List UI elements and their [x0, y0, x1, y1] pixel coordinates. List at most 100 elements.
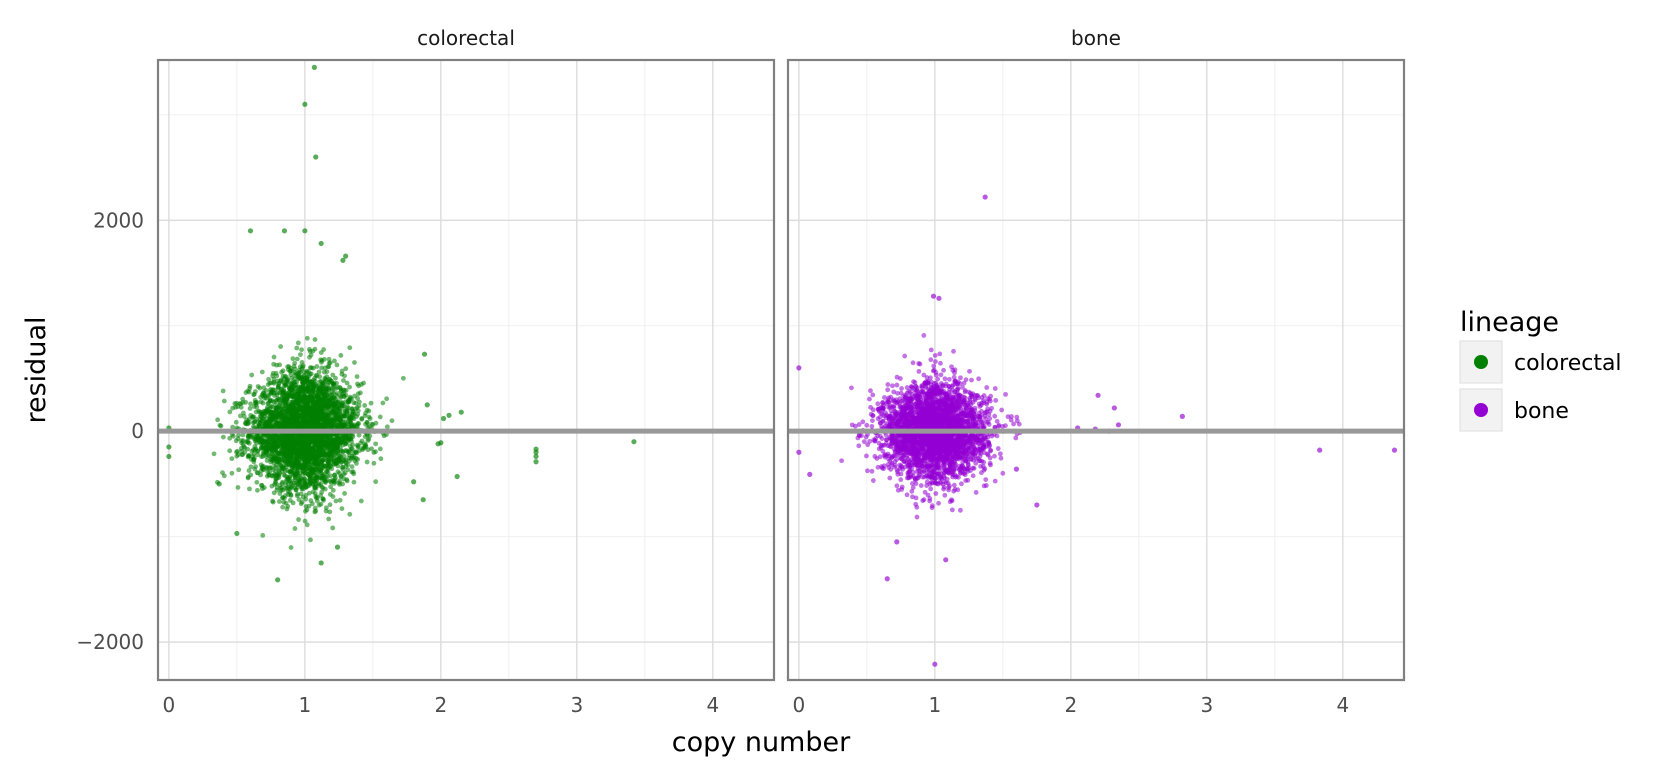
data-point [894, 382, 900, 388]
data-point [233, 419, 239, 425]
data-point [272, 458, 277, 463]
data-point [247, 406, 253, 411]
data-point [279, 369, 284, 375]
data-point [309, 501, 315, 507]
data-point [236, 467, 242, 473]
data-point [322, 486, 328, 492]
data-point [302, 101, 308, 107]
data-point [865, 468, 870, 474]
data-point [358, 382, 364, 387]
data-point [294, 345, 300, 351]
data-point [323, 414, 329, 420]
data-point [421, 351, 428, 357]
data-point [216, 481, 222, 487]
data-point [303, 504, 309, 509]
data-point [272, 413, 278, 419]
data-point [302, 413, 308, 419]
data-point [364, 407, 370, 413]
data-point [259, 445, 265, 451]
data-point [864, 453, 869, 459]
data-point [378, 456, 384, 462]
data-point [311, 433, 316, 439]
data-point [247, 486, 252, 492]
data-point [331, 380, 337, 386]
data-point [340, 448, 346, 454]
data-point [260, 393, 266, 399]
data-point [331, 409, 337, 415]
data-point [292, 526, 298, 531]
data-point [264, 433, 270, 439]
data-point [931, 363, 937, 369]
data-point [255, 384, 261, 389]
data-point [303, 389, 308, 395]
data-point [269, 387, 275, 393]
data-point [280, 504, 286, 510]
data-point [438, 440, 444, 446]
data-point [264, 420, 270, 426]
data-point [284, 378, 290, 384]
data-point [288, 545, 294, 550]
data-point [327, 462, 333, 468]
data-point [313, 409, 319, 414]
data-point [373, 420, 379, 426]
data-point [295, 340, 301, 346]
data-point [330, 487, 336, 493]
data-point [307, 475, 313, 481]
data-point [292, 366, 298, 372]
data-point [339, 506, 345, 511]
data-point [354, 414, 359, 419]
data-point [307, 346, 312, 352]
data-point [271, 361, 277, 367]
data-point [350, 408, 356, 414]
data-point [363, 442, 369, 448]
data-point [336, 458, 342, 463]
data-point [365, 437, 371, 443]
data-point [271, 439, 277, 444]
data-point [298, 369, 303, 375]
data-point [330, 389, 335, 395]
data-point [234, 530, 240, 537]
data-point [211, 451, 217, 457]
data-point [345, 436, 351, 442]
data-point [337, 416, 343, 422]
data-point [330, 478, 335, 483]
data-point [333, 498, 339, 504]
data-point [246, 468, 252, 474]
data-point [221, 398, 227, 404]
panels-layer: colorectal bone [156, 26, 1406, 682]
data-point [887, 475, 893, 481]
data-point [358, 498, 364, 504]
data-point [302, 382, 308, 388]
data-point [341, 378, 346, 383]
data-point [284, 396, 290, 402]
data-point [253, 401, 259, 407]
data-point [296, 384, 302, 390]
data-point [277, 470, 283, 476]
data-point [458, 409, 464, 415]
data-point [230, 405, 236, 411]
data-point [997, 451, 1003, 457]
data-point [307, 354, 312, 360]
data-point [310, 442, 316, 448]
data-point [239, 438, 244, 444]
data-point [166, 453, 172, 460]
data-point [283, 409, 289, 415]
data-point [260, 453, 266, 459]
data-point [327, 502, 333, 508]
data-point [942, 492, 948, 498]
data-point [229, 456, 235, 462]
data-point [243, 390, 249, 395]
data-point [261, 485, 267, 491]
data-point [343, 366, 349, 372]
data-point [285, 503, 291, 509]
data-point [258, 468, 264, 474]
data-point [330, 525, 336, 531]
data-point [316, 455, 322, 461]
data-point [288, 453, 294, 459]
data-point [313, 481, 319, 487]
data-point [334, 362, 340, 368]
data-point [307, 393, 313, 399]
data-point [373, 441, 379, 447]
data-point [294, 469, 300, 474]
data-point [976, 376, 982, 382]
